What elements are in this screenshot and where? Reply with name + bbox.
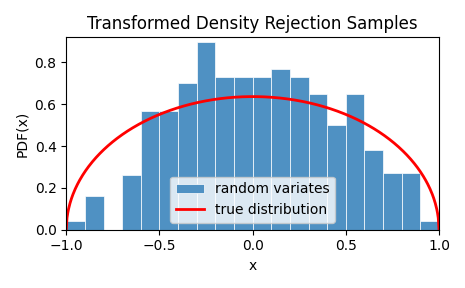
true distribution xyxy=(266,95,272,99)
true distribution xyxy=(240,95,246,98)
Bar xyxy=(66,221,85,230)
Bar xyxy=(383,173,402,230)
Bar xyxy=(290,77,309,230)
true distribution xyxy=(243,95,248,98)
true distribution xyxy=(370,126,375,130)
true distribution xyxy=(250,95,255,98)
Bar xyxy=(402,173,420,230)
Bar xyxy=(309,94,327,230)
Bar xyxy=(365,150,383,230)
Title: Transformed Density Rejection Samples: Transformed Density Rejection Samples xyxy=(87,15,418,33)
Line: true distribution: true distribution xyxy=(66,96,439,230)
Bar xyxy=(234,77,252,230)
Bar xyxy=(197,41,215,230)
Bar xyxy=(327,125,346,230)
Bar xyxy=(215,77,234,230)
Bar xyxy=(271,69,290,230)
Bar xyxy=(141,111,159,230)
Bar xyxy=(178,83,197,230)
true distribution xyxy=(64,228,69,232)
Bar xyxy=(346,94,365,230)
Legend: random variates, true distribution: random variates, true distribution xyxy=(170,177,335,223)
X-axis label: x: x xyxy=(248,259,257,273)
Bar xyxy=(85,196,104,230)
true distribution xyxy=(286,97,292,101)
Bar xyxy=(252,77,271,230)
Bar xyxy=(159,111,178,230)
true distribution xyxy=(428,189,433,192)
Bar xyxy=(420,221,439,230)
true distribution xyxy=(436,228,442,232)
Y-axis label: PDF(x): PDF(x) xyxy=(15,110,29,157)
Bar xyxy=(122,175,141,230)
